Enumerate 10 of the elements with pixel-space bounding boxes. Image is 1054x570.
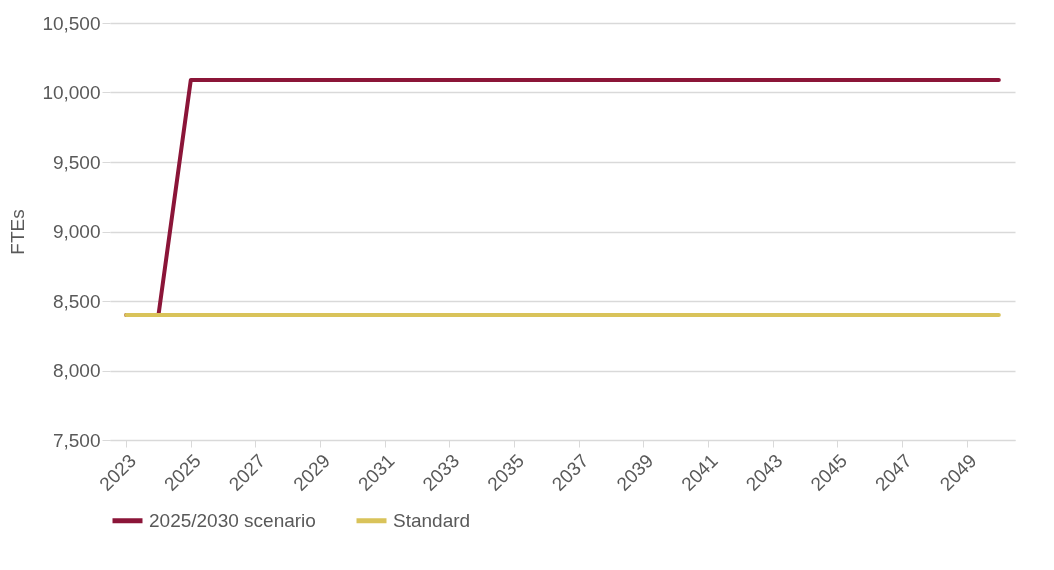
y-tick-label: 10,500 [42,12,101,34]
y-tick-label: 10,000 [42,82,101,103]
y-tick-label: 7,500 [52,429,101,451]
y-tick-label: 8,000 [52,360,101,381]
legend-label: 2025/2030 scenario [149,509,316,531]
legend-label: Standard [393,509,471,531]
y-tick-label: 9,000 [52,221,101,242]
y-tick-label: 9,500 [52,151,101,173]
y-tick-label: 8,500 [52,290,101,312]
y-axis-title: FTEs [7,209,29,255]
